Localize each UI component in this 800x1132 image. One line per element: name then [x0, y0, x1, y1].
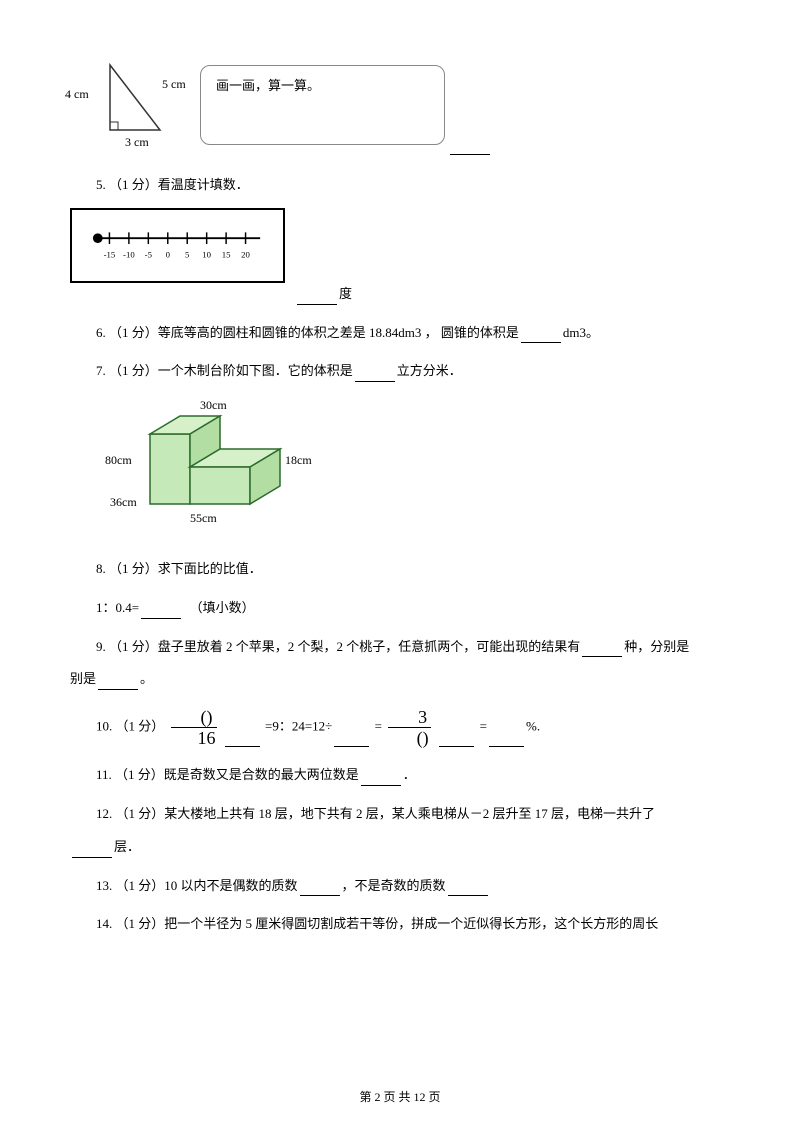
q9-part1: 盘子里放着 2 个苹果，2 个梨，2 个桃子，任意抓两个，可能出现的结果有 — [158, 639, 581, 654]
svg-text:20: 20 — [241, 249, 250, 259]
svg-text:36cm: 36cm — [110, 495, 137, 509]
q10-blank-2 — [334, 732, 369, 747]
q8-text: 求下面比的比值． — [158, 561, 262, 576]
q13-blank-2 — [448, 881, 488, 896]
svg-text:10: 10 — [202, 249, 211, 259]
question-13: 13. （1 分）10 以内不是偶数的质数 ，不是奇数的质数 — [70, 876, 730, 897]
question-5: 5. （1 分）看温度计填数． — [70, 175, 730, 196]
q6-part1: 等底等高的圆柱和圆锥的体积之差是 18.84dm3 ， 圆锥的体积是 — [158, 325, 519, 340]
question-11: 11. （1 分）既是奇数又是合数的最大两位数是 ． — [70, 765, 730, 786]
q10-blank-4 — [489, 732, 524, 747]
q10-frac1-num: () — [171, 708, 217, 728]
q13-part2: ，不是奇数的质数 — [342, 878, 446, 893]
question-7: 7. （1 分）一个木制台阶如下图．它的体积是 立方分米． — [70, 361, 730, 382]
q7-part1: 一个木制台阶如下图．它的体积是 — [158, 363, 353, 378]
q12-part1: 某大楼地上共有 18 层，地下共有 2 层，某人乘电梯从－2 层升至 17 层，… — [164, 806, 655, 821]
stair-diagram: 30cm 80cm 18cm 36cm 55cm — [100, 394, 730, 541]
q14-text: 把一个半径为 5 厘米得圆切割成若干等份，拼成一个近似得长方形，这个长方形的周长 — [164, 916, 658, 931]
question-10: 10. （1 分） () 16 =9：24=12÷ = 3 () =%. — [70, 708, 730, 747]
drawbox-text: 画一画，算一算。 — [216, 76, 320, 97]
question-14: 14. （1 分）把一个半径为 5 厘米得圆切割成若干等份，拼成一个近似得长方形… — [70, 914, 730, 935]
page-footer: 第 2 页 共 12 页 — [0, 1088, 800, 1107]
q8-expr-post: （填小数） — [196, 600, 255, 615]
q5-text: 看温度计填数． — [158, 177, 249, 192]
q11-prefix: 11. （1 分） — [96, 767, 164, 782]
q9-part3: 。 — [140, 671, 153, 686]
q10-eq-1: = — [375, 719, 382, 734]
q12-prefix: 12. （1 分） — [96, 806, 164, 821]
q10-tail: %. — [526, 719, 540, 734]
q9-blank-2 — [98, 675, 138, 690]
q11-part1: 既是奇数又是合数的最大两位数是 — [164, 767, 359, 782]
q7-blank — [355, 367, 395, 382]
question-12: 12. （1 分）某大楼地上共有 18 层，地下共有 2 层，某人乘电梯从－2 … — [70, 804, 730, 858]
q7-prefix: 7. （1 分） — [96, 363, 158, 378]
thermo-unit: 度 — [339, 286, 352, 301]
blank-after-drawbox — [450, 140, 490, 155]
q13-blank-1 — [300, 881, 340, 896]
thermometer-diagram: -15 -10 -5 0 5 10 15 20 — [70, 208, 285, 283]
q9-part2: 种，分别是 — [624, 639, 689, 654]
triangle-side-hyp-label: 5 cm — [162, 75, 186, 94]
q10-fraction-1: () 16 — [171, 708, 217, 747]
triangle-side-bottom-label: 3 cm — [125, 133, 149, 152]
q13-part1: 10 以内不是偶数的质数 — [164, 878, 297, 893]
svg-text:80cm: 80cm — [105, 453, 132, 467]
svg-text:55cm: 55cm — [190, 511, 217, 525]
q9-blank-1 — [582, 642, 622, 657]
q6-blank — [521, 328, 561, 343]
q6-part2: dm3。 — [563, 325, 599, 340]
q12-part2: 层． — [114, 839, 140, 854]
svg-text:0: 0 — [166, 249, 171, 259]
q11-blank — [361, 771, 401, 786]
q10-mid1: =9：24=12÷ — [265, 719, 332, 734]
q5-prefix: 5. （1 分） — [96, 177, 158, 192]
q12-blank — [72, 843, 112, 858]
triangle-diagram: 4 cm 5 cm 3 cm — [70, 55, 200, 155]
q9-prefix: 9. （1 分） — [96, 639, 158, 654]
question-8: 8. （1 分）求下面比的比值． — [70, 559, 730, 580]
q10-prefix: 10. （1 分） — [96, 719, 164, 734]
question-6: 6. （1 分）等底等高的圆柱和圆锥的体积之差是 18.84dm3 ， 圆锥的体… — [70, 323, 730, 344]
thermo-answer-area: 度 — [295, 284, 730, 305]
q10-frac2-den: () — [391, 728, 429, 747]
figure-triangle-and-box: 4 cm 5 cm 3 cm 画一画，算一算。 — [70, 55, 730, 155]
svg-text:-5: -5 — [145, 249, 153, 259]
q10-eq-2: = — [480, 719, 487, 734]
q10-fraction-2: 3 () — [388, 708, 431, 747]
q10-frac2-num: 3 — [388, 708, 431, 728]
q10-frac1-den: 16 — [172, 728, 216, 747]
footer-text: 第 2 页 共 12 页 — [359, 1090, 440, 1104]
svg-text:18cm: 18cm — [285, 453, 312, 467]
svg-text:30cm: 30cm — [200, 398, 227, 412]
triangle-side-left-label: 4 cm — [65, 85, 89, 104]
q11-part2: ． — [403, 767, 416, 782]
q8-prefix: 8. （1 分） — [96, 561, 158, 576]
svg-text:5: 5 — [185, 249, 190, 259]
svg-text:15: 15 — [222, 249, 231, 259]
q10-blank-3 — [439, 732, 474, 747]
q13-prefix: 13. （1 分） — [96, 878, 164, 893]
q8-blank — [141, 604, 181, 619]
q7-part2: 立方分米． — [397, 363, 462, 378]
q6-prefix: 6. （1 分） — [96, 325, 158, 340]
svg-text:-15: -15 — [104, 249, 116, 259]
q8-expr-pre: 1：0.4= — [96, 600, 139, 615]
q14-prefix: 14. （1 分） — [96, 916, 164, 931]
question-8-expr: 1：0.4= （填小数） — [70, 598, 730, 619]
question-9: 9. （1 分）盘子里放着 2 个苹果，2 个梨，2 个桃子，任意抓两个，可能出… — [70, 637, 730, 691]
svg-text:-10: -10 — [123, 249, 135, 259]
q10-blank-1 — [225, 732, 260, 747]
draw-and-calc-box: 画一画，算一算。 — [200, 65, 445, 145]
thermo-blank — [297, 290, 337, 305]
